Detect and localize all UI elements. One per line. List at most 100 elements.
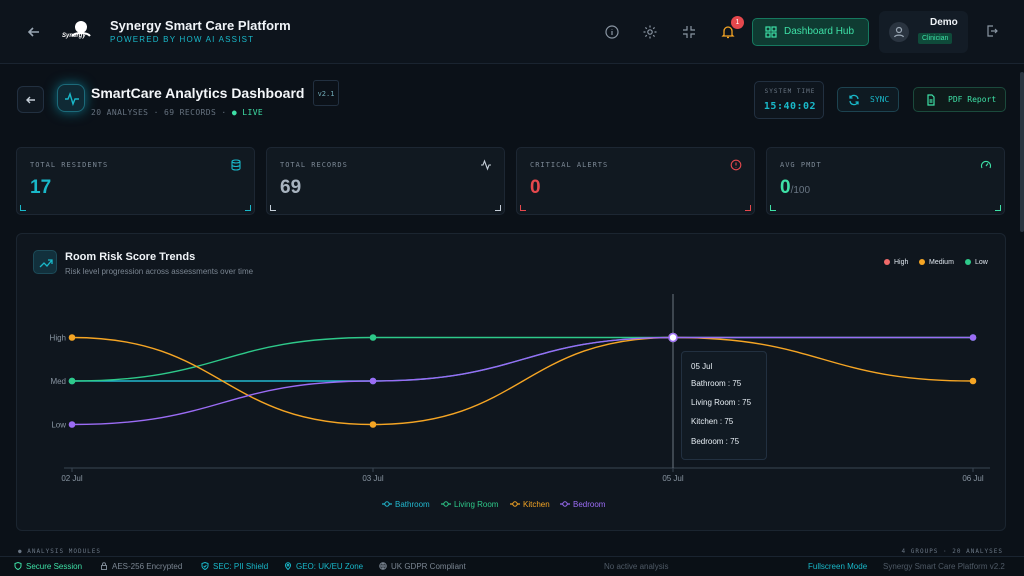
grid-icon bbox=[765, 26, 777, 38]
stat-value: 0/100 bbox=[780, 177, 810, 199]
active-analysis-status: No active analysis bbox=[604, 562, 669, 571]
alert-circle-icon bbox=[730, 159, 742, 171]
tooltip-row: Kitchen : 75 bbox=[691, 417, 734, 426]
live-indicator: ● LIVE bbox=[231, 108, 264, 117]
page-back-button[interactable] bbox=[17, 86, 44, 113]
risk-legend-medium: Medium bbox=[919, 259, 954, 266]
sync-icon bbox=[849, 94, 859, 106]
tooltip-title: 05 Jul bbox=[691, 362, 713, 371]
data-point bbox=[969, 334, 977, 341]
data-point bbox=[68, 334, 76, 341]
app-subtitle: POWERED BY HOW AI ASSIST bbox=[110, 35, 255, 44]
dashboard-hub-button[interactable]: Dashboard Hub bbox=[752, 18, 869, 46]
legend-label: Kitchen bbox=[523, 500, 550, 509]
chart-title: Room Risk Score Trends bbox=[65, 251, 196, 263]
synergy-logo-icon bbox=[71, 21, 91, 37]
stat-value-number: 0 bbox=[780, 177, 791, 198]
top-bar: Synergy Synergy Smart Care Platform POWE… bbox=[0, 0, 1024, 64]
footer-text: SEC: PII Shield bbox=[213, 562, 269, 571]
dashboard-hub-label: Dashboard Hub bbox=[784, 26, 855, 37]
system-time-value: 15:40:02 bbox=[763, 101, 817, 112]
info-icon[interactable] bbox=[604, 24, 620, 40]
y-tick-label: Low bbox=[51, 421, 66, 430]
x-tick-label: 02 Jul bbox=[61, 474, 83, 483]
analysis-modules-count: 4 GROUPS · 20 ANALYSES bbox=[901, 548, 1003, 555]
gauge-icon bbox=[980, 160, 992, 169]
map-pin-icon bbox=[284, 562, 292, 571]
globe-icon bbox=[379, 562, 387, 570]
legend-label: Living Room bbox=[454, 500, 499, 509]
pulse-icon bbox=[65, 91, 79, 107]
stat-card-total-records: TOTAL RECORDS 69 bbox=[266, 147, 505, 215]
tooltip-row: Living Room : 75 bbox=[691, 398, 752, 407]
footer-text: GEO: UK/EU Zone bbox=[296, 562, 364, 571]
pdf-report-button[interactable]: PDF Report bbox=[913, 87, 1006, 112]
data-point bbox=[668, 332, 678, 343]
risk-legend-label: Low bbox=[975, 259, 988, 266]
sync-label: SYNC bbox=[870, 95, 890, 104]
tooltip-row: Bedroom : 75 bbox=[691, 437, 740, 446]
user-profile[interactable]: Demo Clinician bbox=[879, 11, 968, 53]
dashboard-meta: 20 ANALYSES · 69 RECORDS · ● LIVE bbox=[91, 108, 263, 117]
stat-label: TOTAL RECORDS bbox=[280, 161, 348, 169]
data-point bbox=[369, 421, 377, 428]
legend-label: Bathroom bbox=[395, 500, 430, 509]
notification-badge: 1 bbox=[731, 16, 744, 29]
risk-legend-low: Low bbox=[965, 259, 988, 266]
legend-marker bbox=[512, 501, 518, 507]
notification-bell-icon[interactable] bbox=[720, 24, 736, 40]
back-arrow-icon[interactable] bbox=[24, 22, 44, 42]
dashboard-icon-tile bbox=[57, 84, 85, 112]
page-scrollbar[interactable] bbox=[1020, 72, 1024, 232]
back-arrow-icon bbox=[26, 96, 35, 104]
platform-version: Synergy Smart Care Platform v2.2 bbox=[883, 562, 1005, 571]
secure-session-status: Secure Session bbox=[14, 561, 83, 571]
stat-label: AVG PMDT bbox=[780, 161, 822, 169]
user-icon bbox=[893, 26, 905, 38]
trending-up-icon bbox=[39, 259, 53, 268]
page-title: SmartCare Analytics Dashboard bbox=[91, 85, 305, 101]
y-tick-label: High bbox=[50, 334, 66, 343]
data-point bbox=[969, 377, 977, 385]
series-line-bedroom bbox=[71, 336, 973, 426]
chart-subtitle: Risk level progression across assessment… bbox=[65, 267, 254, 276]
settings-gear-icon[interactable] bbox=[642, 24, 658, 40]
footer-text: AES-256 Encrypted bbox=[112, 562, 183, 571]
footer-text: Secure Session bbox=[26, 562, 83, 571]
logout-icon[interactable] bbox=[985, 24, 999, 38]
data-point bbox=[369, 377, 377, 385]
exit-fullscreen-icon[interactable] bbox=[681, 24, 697, 40]
stat-value-suffix: /100 bbox=[790, 185, 811, 196]
system-time: SYSTEM TIME 15:40:02 bbox=[754, 81, 824, 119]
data-point bbox=[369, 334, 377, 341]
stat-label: TOTAL RESIDENTS bbox=[30, 161, 109, 169]
meta-counts: 20 ANALYSES · 69 RECORDS · bbox=[91, 108, 232, 117]
fullscreen-mode-link[interactable]: Fullscreen Mode bbox=[808, 562, 868, 571]
stat-card-critical-alerts: CRITICAL ALERTS 0 bbox=[516, 147, 755, 215]
y-tick-label: Med bbox=[50, 377, 66, 386]
version-badge: v2.1 bbox=[313, 80, 339, 106]
database-icon bbox=[231, 159, 241, 171]
x-tick-label: 03 Jul bbox=[362, 474, 384, 483]
analysis-modules-heading: ● ANALYSIS MODULES bbox=[18, 548, 102, 555]
tooltip-row: Bathroom : 75 bbox=[691, 379, 742, 388]
x-tick-label: 06 Jul bbox=[962, 474, 984, 483]
risk-trend-chart-card bbox=[16, 233, 1006, 531]
risk-legend-label: High bbox=[894, 259, 909, 266]
series-line-kitchen bbox=[71, 336, 974, 426]
legend-marker bbox=[384, 501, 390, 507]
status-footer: Secure Session AES-256 Encrypted SEC: PI… bbox=[0, 556, 1024, 576]
stat-value: 17 bbox=[30, 177, 52, 198]
footer-text: UK GDPR Compliant bbox=[391, 562, 466, 571]
legend-marker bbox=[443, 501, 449, 507]
stat-card-avg-pmdt: AVG PMDT 0/100 bbox=[766, 147, 1005, 215]
logo-text: Synergy bbox=[62, 33, 86, 39]
x-tick-label: 05 Jul bbox=[662, 474, 684, 483]
pii-shield-status: SEC: PII Shield bbox=[201, 561, 269, 571]
legend-marker bbox=[562, 501, 568, 507]
shield-icon bbox=[14, 561, 22, 571]
chart-icon-tile bbox=[33, 250, 57, 274]
avatar bbox=[889, 22, 909, 42]
sync-button[interactable]: SYNC bbox=[837, 87, 899, 112]
